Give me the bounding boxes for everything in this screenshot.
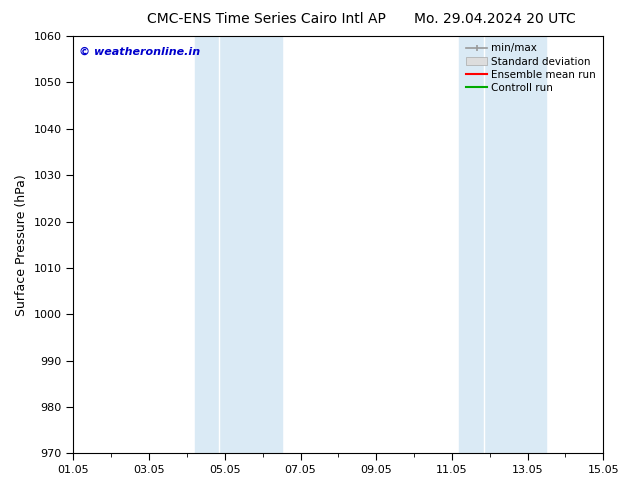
Y-axis label: Surface Pressure (hPa): Surface Pressure (hPa) bbox=[15, 174, 28, 316]
Text: CMC-ENS Time Series Cairo Intl AP: CMC-ENS Time Series Cairo Intl AP bbox=[147, 12, 385, 26]
Legend: min/max, Standard deviation, Ensemble mean run, Controll run: min/max, Standard deviation, Ensemble me… bbox=[464, 41, 598, 95]
Bar bbox=[460, 36, 547, 453]
Bar bbox=[195, 36, 281, 453]
Text: © weatheronline.in: © weatheronline.in bbox=[79, 47, 200, 56]
Text: Mo. 29.04.2024 20 UTC: Mo. 29.04.2024 20 UTC bbox=[413, 12, 576, 26]
